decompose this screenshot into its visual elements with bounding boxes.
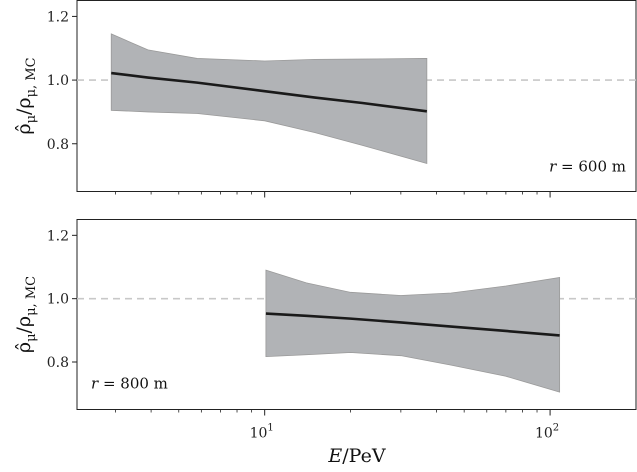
panel-bottom: 0.8 1.0 1.2 101 102 ρ̂μ/ρμ, MC r = 800 m xyxy=(13,219,637,442)
panel-top: 0.8 1.0 1.2 ρ̂μ/ρμ, MC r = 600 m xyxy=(13,0,637,198)
uncertainty-band xyxy=(110,33,428,165)
panel-top-annotation: r = 600 m xyxy=(549,158,626,176)
panel-bottom-annotation: r = 800 m xyxy=(91,375,168,393)
panel-bottom-x-ticks: 101 102 xyxy=(115,409,559,442)
panel-top-y-ticks: 0.8 1.0 1.2 xyxy=(47,9,77,153)
panel-bottom-uncertainty-band xyxy=(265,269,561,393)
y-axis-label-text: ρ̂μ/ρμ, MC xyxy=(13,276,39,353)
panel-top-ratio-line xyxy=(111,71,428,113)
y-tick-label: 1.2 xyxy=(47,228,69,244)
panel-top-frame xyxy=(76,0,637,192)
ratio-line xyxy=(111,71,428,113)
ratio-line xyxy=(265,312,560,337)
x-tick-label: 102 xyxy=(535,423,559,442)
y-axis-label-text: ρ̂μ/ρμ, MC xyxy=(13,57,39,134)
y-tick-label: 1.0 xyxy=(47,292,69,308)
panel-top-uncertainty-band xyxy=(110,33,428,165)
uncertainty-band xyxy=(265,269,561,393)
panel-top-y-axis-label: ρ̂μ/ρμ, MC xyxy=(13,57,39,134)
panel-bottom-ratio-line xyxy=(265,312,560,337)
panel-top-x-ticks xyxy=(115,191,551,198)
y-tick-label: 0.8 xyxy=(47,355,69,371)
y-tick-label: 1.0 xyxy=(47,73,69,89)
panel-bottom-y-axis-label: ρ̂μ/ρμ, MC xyxy=(13,276,39,353)
panel-bottom-y-ticks: 0.8 1.0 1.2 xyxy=(47,228,77,371)
y-tick-label: 0.8 xyxy=(47,137,69,153)
x-tick-label: 101 xyxy=(250,423,274,442)
panel-bottom-frame xyxy=(76,219,637,410)
y-tick-label: 1.2 xyxy=(47,9,69,25)
x-axis-label: E/PeV xyxy=(327,445,385,467)
